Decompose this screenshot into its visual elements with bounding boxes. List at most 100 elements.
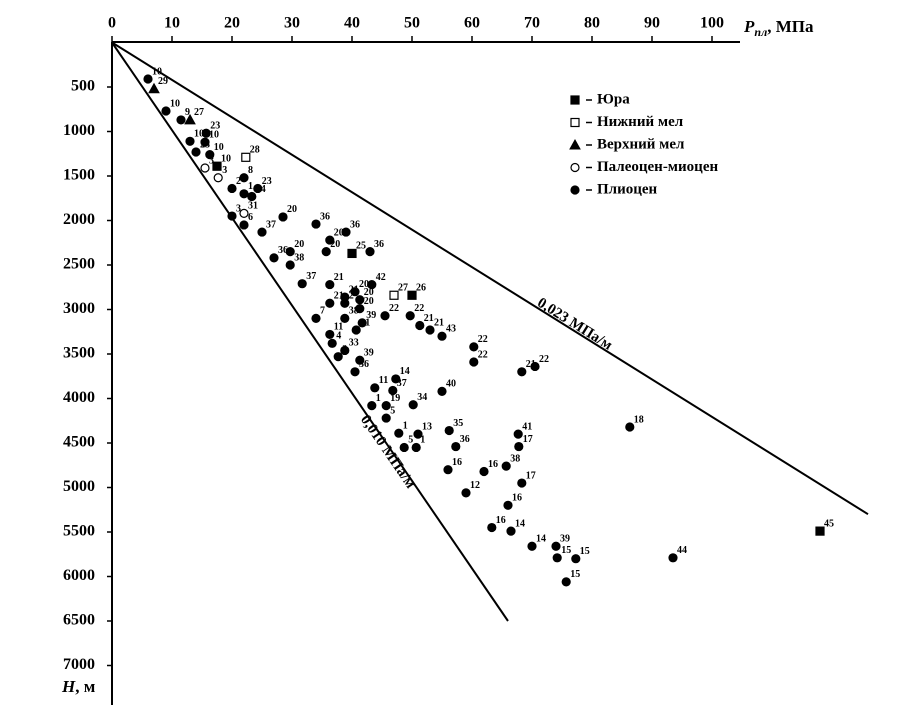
point — [394, 428, 404, 438]
point — [143, 74, 153, 84]
point — [411, 442, 421, 453]
point-label: 10 — [194, 129, 204, 140]
point — [552, 553, 562, 563]
series: 3 3 31 — [200, 155, 258, 218]
point — [227, 211, 237, 221]
point-label: 1 — [420, 435, 425, 446]
point-label: 38 — [349, 306, 359, 317]
legend-marker — [570, 185, 580, 195]
point-label: 7 — [320, 306, 325, 317]
point-label: 10 — [221, 154, 231, 165]
point — [514, 441, 524, 452]
point — [413, 429, 423, 439]
point-label: 26 — [416, 283, 426, 294]
point-label: 1 — [403, 421, 408, 432]
point — [184, 113, 196, 125]
legend-marker — [569, 138, 581, 150]
point-label: 17 — [523, 434, 533, 445]
point-label: 15 — [580, 546, 590, 557]
point-label: 22 — [478, 334, 488, 345]
y-tick-label: 5000 — [63, 478, 95, 495]
point-label: 27 — [194, 107, 204, 118]
point — [241, 152, 251, 162]
point — [200, 137, 210, 147]
point-label: 21 — [360, 317, 370, 328]
point — [239, 173, 249, 183]
point-label: 2 — [236, 176, 241, 187]
y-tick-label: 5500 — [63, 523, 95, 540]
point-label: 19 — [390, 393, 400, 404]
point — [444, 425, 454, 436]
point — [239, 220, 249, 230]
point-label: 21 — [334, 272, 344, 283]
point-label: 3 — [222, 165, 227, 176]
point-label: 17 — [526, 470, 536, 481]
x-tick-label: 100 — [700, 15, 724, 32]
point — [321, 247, 331, 257]
point — [227, 183, 237, 194]
point — [325, 279, 335, 290]
point — [297, 279, 307, 289]
point — [340, 298, 350, 308]
point-label: 44 — [677, 545, 687, 556]
point — [367, 279, 377, 290]
x-tick-label: 50 — [404, 15, 420, 32]
point-label: 4 — [336, 331, 341, 342]
point — [551, 541, 561, 551]
legend-label: Плиоцен — [597, 181, 658, 197]
x-tick-label: 60 — [464, 15, 480, 32]
point-label: 37 — [306, 271, 316, 282]
point — [333, 352, 343, 362]
point — [325, 298, 335, 308]
gradient-label: 0,023 МПа/м — [534, 295, 615, 354]
point-label: 20 — [334, 227, 344, 238]
point — [391, 374, 401, 384]
point — [200, 163, 210, 173]
point-label: 42 — [376, 272, 386, 283]
point — [161, 106, 171, 116]
point-label: 36 — [350, 219, 360, 230]
point-label: 11 — [334, 322, 343, 333]
point — [487, 522, 497, 533]
point-label: 10 — [152, 66, 162, 77]
x-tick-label: 80 — [584, 15, 600, 32]
point-label: 31 — [248, 201, 258, 212]
point — [269, 253, 279, 263]
x-tick-label: 40 — [344, 15, 360, 32]
point — [815, 526, 825, 536]
point — [325, 235, 335, 245]
point-label: 3 — [236, 203, 241, 214]
point-label: 23 — [210, 121, 220, 132]
y-tick-label: 6500 — [63, 612, 95, 629]
y-tick-label: 500 — [71, 78, 95, 95]
point-label: 20 — [359, 279, 369, 290]
point-label: 18 — [634, 414, 644, 425]
point — [285, 247, 295, 257]
point — [405, 311, 415, 321]
point-label: 39 — [364, 348, 374, 359]
point-label: 36 — [374, 239, 384, 250]
point — [517, 478, 527, 488]
point-label: 16 — [512, 493, 522, 504]
point — [530, 361, 540, 372]
x-axis-label: Pпл, МПа — [743, 17, 814, 39]
y-tick-label: 7000 — [63, 656, 95, 673]
point — [415, 320, 425, 331]
point — [311, 219, 321, 229]
point-label: 36 — [278, 245, 288, 256]
legend-label: Верхний мел — [597, 136, 685, 152]
point-label: 10 — [209, 129, 219, 140]
point-label: 9 — [185, 107, 190, 118]
point-label: 20 — [330, 239, 340, 250]
point — [625, 422, 635, 432]
point-label: 38 — [294, 252, 304, 263]
point — [571, 554, 581, 564]
point — [408, 400, 418, 410]
point-label: 14 — [515, 518, 525, 529]
point-label: 27 — [398, 283, 408, 294]
point — [285, 260, 295, 270]
point — [388, 385, 398, 396]
point — [247, 191, 257, 202]
point — [561, 577, 571, 587]
